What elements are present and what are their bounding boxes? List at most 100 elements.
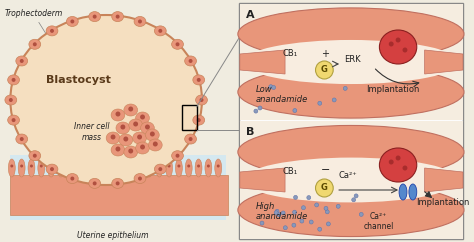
Ellipse shape <box>138 165 141 167</box>
Ellipse shape <box>77 159 84 177</box>
Ellipse shape <box>137 135 142 139</box>
Ellipse shape <box>316 179 333 197</box>
Text: Implantation: Implantation <box>366 85 420 94</box>
Ellipse shape <box>243 40 459 84</box>
Ellipse shape <box>20 165 23 167</box>
Bar <box>240 121 463 239</box>
Text: −: − <box>321 165 330 175</box>
Ellipse shape <box>156 159 163 177</box>
Ellipse shape <box>138 19 142 23</box>
Ellipse shape <box>197 165 200 167</box>
Ellipse shape <box>110 135 116 139</box>
Ellipse shape <box>153 142 158 146</box>
Ellipse shape <box>402 47 408 53</box>
Ellipse shape <box>10 15 202 185</box>
Ellipse shape <box>89 12 100 22</box>
Ellipse shape <box>10 165 13 167</box>
Polygon shape <box>10 155 226 220</box>
Text: Low
anandamide: Low anandamide <box>255 85 308 104</box>
Ellipse shape <box>193 115 205 125</box>
Ellipse shape <box>126 159 133 177</box>
Ellipse shape <box>120 124 125 129</box>
Ellipse shape <box>87 159 94 177</box>
Ellipse shape <box>148 139 162 151</box>
Ellipse shape <box>352 198 356 202</box>
Ellipse shape <box>97 159 104 177</box>
Ellipse shape <box>146 129 159 141</box>
Ellipse shape <box>70 19 74 23</box>
Ellipse shape <box>116 15 119 19</box>
Ellipse shape <box>9 98 13 102</box>
Ellipse shape <box>107 159 114 177</box>
Text: B: B <box>246 127 254 137</box>
Ellipse shape <box>175 154 180 158</box>
Ellipse shape <box>158 29 162 33</box>
Ellipse shape <box>402 166 408 171</box>
Ellipse shape <box>128 149 133 153</box>
Ellipse shape <box>129 119 143 131</box>
Ellipse shape <box>300 219 304 223</box>
Ellipse shape <box>9 159 15 177</box>
Ellipse shape <box>48 159 55 177</box>
FancyBboxPatch shape <box>239 3 463 239</box>
Ellipse shape <box>197 78 201 82</box>
Polygon shape <box>425 168 463 192</box>
Ellipse shape <box>18 159 25 177</box>
Ellipse shape <box>215 159 222 177</box>
Ellipse shape <box>307 196 311 200</box>
Ellipse shape <box>12 78 16 82</box>
Ellipse shape <box>93 15 97 19</box>
Ellipse shape <box>269 85 273 89</box>
Ellipse shape <box>79 165 82 167</box>
Ellipse shape <box>29 151 41 161</box>
Ellipse shape <box>136 112 149 124</box>
Text: CB₁: CB₁ <box>282 50 297 59</box>
Ellipse shape <box>145 124 150 129</box>
Ellipse shape <box>165 159 173 177</box>
Ellipse shape <box>316 61 333 79</box>
Ellipse shape <box>354 194 358 198</box>
Ellipse shape <box>133 121 138 127</box>
Ellipse shape <box>133 132 146 144</box>
Text: ERK: ERK <box>344 55 361 65</box>
Bar <box>182 105 197 130</box>
Ellipse shape <box>155 164 166 174</box>
Ellipse shape <box>399 184 407 200</box>
Ellipse shape <box>50 29 54 33</box>
Ellipse shape <box>155 26 166 36</box>
Text: Ca²⁺
channel: Ca²⁺ channel <box>363 212 393 231</box>
Ellipse shape <box>12 118 16 122</box>
Ellipse shape <box>177 165 181 167</box>
Ellipse shape <box>238 183 464 236</box>
Ellipse shape <box>20 59 24 63</box>
Ellipse shape <box>238 125 464 179</box>
Ellipse shape <box>318 101 322 105</box>
Ellipse shape <box>277 213 281 217</box>
Ellipse shape <box>20 137 24 141</box>
Ellipse shape <box>66 16 78 26</box>
Ellipse shape <box>33 154 37 158</box>
Ellipse shape <box>29 39 41 49</box>
Ellipse shape <box>109 165 111 167</box>
Ellipse shape <box>67 159 74 177</box>
Ellipse shape <box>275 209 279 213</box>
Ellipse shape <box>336 204 340 208</box>
Text: G: G <box>321 183 328 192</box>
Text: G: G <box>321 66 328 75</box>
Ellipse shape <box>389 41 394 46</box>
Ellipse shape <box>140 114 145 120</box>
Ellipse shape <box>8 115 19 125</box>
Ellipse shape <box>172 151 183 161</box>
Ellipse shape <box>359 212 363 216</box>
Ellipse shape <box>189 137 192 141</box>
Ellipse shape <box>195 159 202 177</box>
Ellipse shape <box>50 165 53 167</box>
Ellipse shape <box>30 165 33 167</box>
Ellipse shape <box>168 165 171 167</box>
Text: Inner cell
mass: Inner cell mass <box>73 122 109 142</box>
Ellipse shape <box>140 144 145 150</box>
Ellipse shape <box>185 56 197 66</box>
Ellipse shape <box>254 109 258 113</box>
Ellipse shape <box>59 165 63 167</box>
Ellipse shape <box>46 164 58 174</box>
